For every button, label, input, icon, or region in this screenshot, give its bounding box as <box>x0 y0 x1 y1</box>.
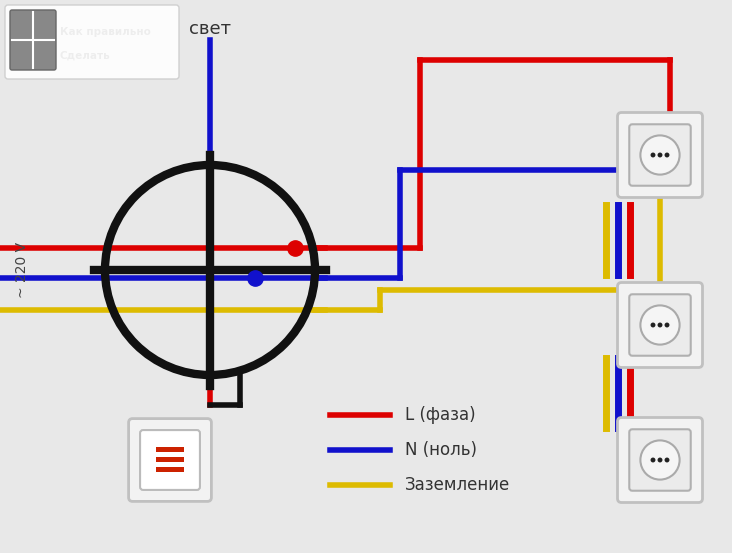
FancyBboxPatch shape <box>618 418 703 503</box>
Circle shape <box>657 322 662 327</box>
Bar <box>156 467 184 472</box>
FancyBboxPatch shape <box>129 419 212 502</box>
Text: N (ноль): N (ноль) <box>405 441 477 459</box>
FancyBboxPatch shape <box>630 294 691 356</box>
FancyBboxPatch shape <box>5 5 179 79</box>
Circle shape <box>640 440 679 479</box>
Circle shape <box>651 457 655 462</box>
FancyBboxPatch shape <box>140 430 200 490</box>
Circle shape <box>640 135 679 175</box>
Circle shape <box>657 153 662 158</box>
Text: Как правильно: Как правильно <box>60 27 151 37</box>
FancyBboxPatch shape <box>618 283 703 368</box>
Text: L (фаза): L (фаза) <box>405 406 476 424</box>
Text: Заземление: Заземление <box>405 476 510 494</box>
Circle shape <box>665 153 670 158</box>
Bar <box>156 447 184 452</box>
Circle shape <box>665 322 670 327</box>
Circle shape <box>651 153 655 158</box>
Text: Сделать: Сделать <box>60 51 111 61</box>
FancyBboxPatch shape <box>630 429 691 491</box>
Text: ~ 220 V: ~ 220 V <box>15 242 29 298</box>
Text: свет: свет <box>189 20 231 38</box>
FancyBboxPatch shape <box>618 112 703 197</box>
FancyBboxPatch shape <box>630 124 691 186</box>
Bar <box>156 457 184 462</box>
Circle shape <box>651 322 655 327</box>
Circle shape <box>640 305 679 345</box>
FancyBboxPatch shape <box>10 10 56 70</box>
Circle shape <box>657 457 662 462</box>
Circle shape <box>665 457 670 462</box>
